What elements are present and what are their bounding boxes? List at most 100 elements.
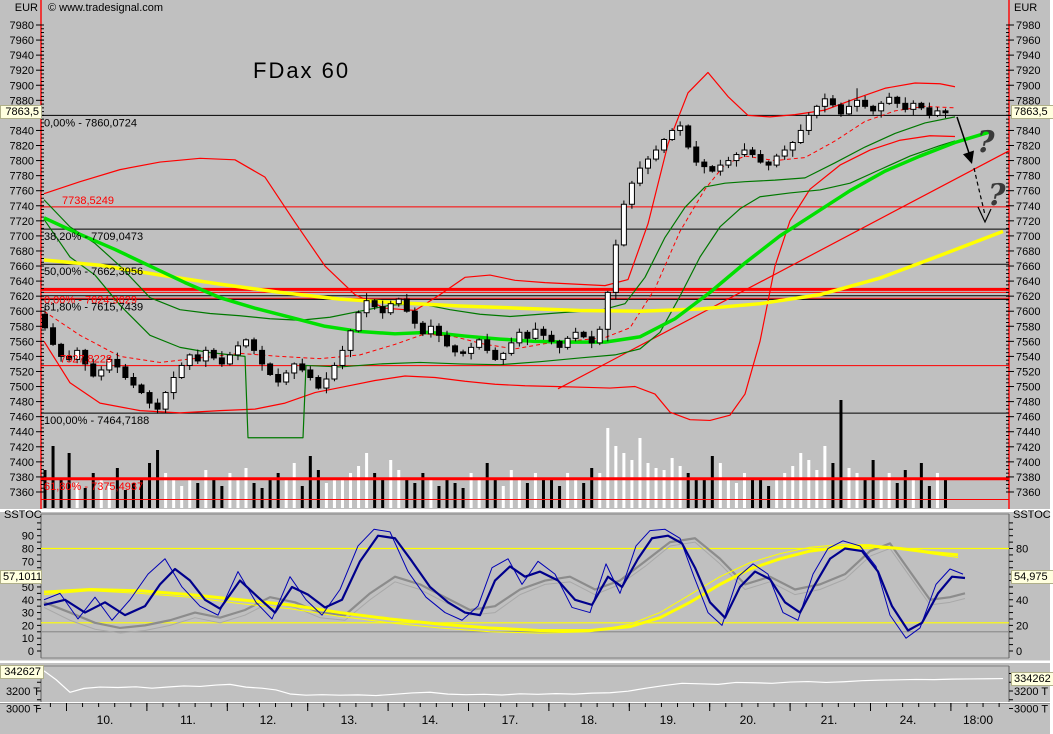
price-axis-tick-label-left: 7680 [10,246,34,258]
volume-bar [83,488,87,508]
candle-body [291,363,298,374]
price-axis-tick-label-right: 7380 [1016,472,1040,484]
volume-bar [670,458,674,508]
volume-bar [332,478,336,508]
current-price-label-right: 7863,5 [1011,105,1053,119]
sstoc-yellow-thick-line [43,544,959,633]
candle-body [427,325,434,335]
volume-bar [260,488,264,508]
price-axis-tick-label-right: 7420 [1016,442,1040,454]
volume-bar [799,453,803,508]
candle-body [484,339,491,351]
candle-body [251,339,258,351]
candle-body [685,125,692,148]
candle-body [604,291,611,330]
price-axis-tick-label-right: 7820 [1016,141,1040,153]
volume-bar [694,478,698,508]
candle-body [170,376,177,394]
fib-level-label: 0,00% - 7624,9629 [44,294,137,306]
price-axis-tick-label-right: 7940 [1016,50,1040,62]
volume-bar [911,478,915,508]
price-axis-tick-label-left: 7620 [10,291,34,303]
candle-body [371,300,378,308]
price-axis-tick-label-right: 7800 [1016,156,1040,168]
volume-bar [919,463,923,508]
volume-bar [598,473,602,508]
time-axis-label: 24. [900,713,917,727]
candle-body [878,102,885,112]
price-axis-tick-label-right: 7880 [1016,95,1040,107]
candle-body [596,328,603,344]
volume-bar [622,453,626,508]
price-axis-tick-label-left: 7480 [10,397,34,409]
candle-body [307,369,314,378]
price-axis-tick-label-left: 7900 [10,80,34,92]
price-axis-tick-label-left: 7380 [10,472,34,484]
candle-body [476,339,483,348]
candle-body [82,349,89,365]
candle-body [508,342,515,354]
price-axis-tick-label-left: 7980 [10,20,34,32]
candle-body [773,155,780,166]
volume-bar [662,470,666,508]
volume-bar [847,468,851,508]
candle-body [395,298,402,305]
volume-bar [887,473,891,508]
candle-body [693,146,700,163]
volume-bar [373,473,377,508]
volume-bar [453,483,457,508]
volume-bar [590,468,594,508]
candle-body [580,331,587,338]
volume-bar [718,463,722,508]
volume-bar [759,480,763,508]
fib-level-label: 7527,8228 [60,354,112,366]
volume-bar [646,463,650,508]
volume-bar [292,463,296,508]
volume-bar [582,483,586,508]
candle-body [275,373,282,383]
volume-bar [204,470,208,508]
volume-bar [381,480,385,508]
candle-body [821,98,828,107]
candle-body [733,154,740,162]
candle-body [387,303,394,314]
candle-body [636,167,643,184]
sstoc-axis-label-left: 10 [22,633,34,645]
price-axis-tick-label-right: 7740 [1016,201,1040,213]
volume-bar [139,478,143,508]
volume-bar [638,438,642,508]
candle-body [379,306,386,314]
sstoc-blue-thin-line [43,528,964,639]
price-axis-tick-label-left: 7940 [10,50,34,62]
candle-body [186,354,193,366]
sstoc-blue-thick-line [43,534,966,632]
candle-body [765,161,772,166]
price-axis-tick-label-left: 7660 [10,261,34,273]
candle-body [315,376,322,389]
currency-label-right: EUR [1014,2,1038,14]
volume-bar [268,478,272,508]
volume-bar [115,468,119,508]
price-axis-tick-label-right: 7500 [1016,382,1040,394]
volume-bar [51,446,55,508]
volume-bar [220,486,224,508]
candle-body [564,337,571,348]
volume-bar [349,473,353,508]
volume-bar [823,446,827,508]
window-edge [1050,0,1053,734]
candle-body [797,129,804,143]
time-axis-label: 13. [341,713,358,727]
candle-body [154,402,161,410]
candle-body [572,331,579,339]
candle-body [500,352,507,360]
candle-body [130,376,137,386]
price-axis-tick-label-right: 7700 [1016,231,1040,243]
candle-body [411,310,418,324]
price-axis-tick-label-left: 7920 [10,65,34,77]
volume-bar [316,470,320,508]
candle-body [516,331,523,344]
candle-body [452,345,459,353]
price-axis-tick-label-left: 7400 [10,457,34,469]
time-axis-label: 12. [260,713,277,727]
